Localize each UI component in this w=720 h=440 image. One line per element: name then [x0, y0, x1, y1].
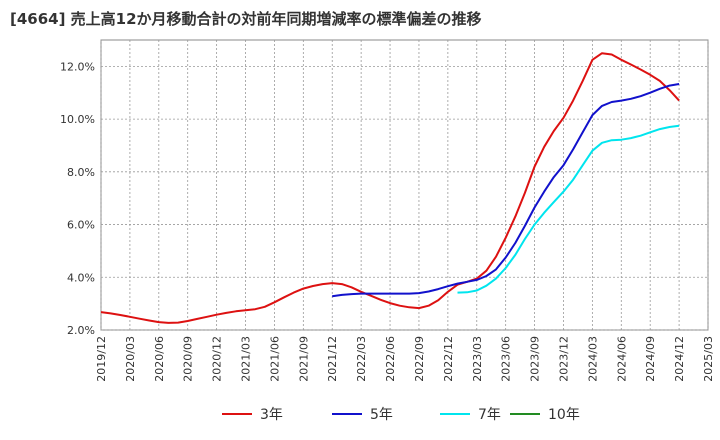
x-tick-label: 2024/09 [644, 336, 657, 382]
x-tick-label: 2021/03 [240, 336, 253, 382]
legend-label: 10年 [548, 407, 580, 423]
y-tick-label: 12.0% [60, 60, 95, 73]
x-tick-label: 2020/12 [211, 336, 224, 382]
x-tick-label: 2025/03 [702, 336, 715, 382]
x-tick-label: 2024/12 [673, 336, 686, 382]
y-tick-label: 2.0% [67, 324, 95, 337]
legend-item: 3年 [222, 404, 283, 424]
x-tick-label: 2023/12 [557, 336, 570, 382]
x-tick-label: 2022/12 [442, 336, 455, 382]
series-line-5年 [332, 83, 680, 298]
x-tick-label: 2024/06 [615, 336, 628, 382]
x-tick-label: 2023/09 [529, 336, 542, 382]
legend-item: 5年 [332, 404, 393, 424]
legend-swatch [440, 413, 470, 415]
plot-area [100, 39, 709, 331]
x-tick-label: 2021/09 [297, 336, 310, 382]
legend-item: 7年 [440, 404, 501, 424]
legend-label: 3年 [260, 407, 283, 423]
y-tick-label: 4.0% [67, 271, 95, 284]
x-tick-label: 2024/03 [586, 336, 599, 382]
x-tick-label: 2020/03 [124, 336, 137, 382]
legend-label: 5年 [370, 407, 393, 423]
legend-swatch [510, 413, 540, 415]
legend-swatch [332, 413, 362, 415]
x-tick-label: 2020/06 [153, 336, 166, 382]
x-tick-label: 2023/03 [471, 336, 484, 382]
series-line-3年 [100, 52, 680, 324]
x-tick-label: 2019/12 [95, 336, 108, 382]
chart-title: [4664] 売上高12か月移動合計の対前年同期増減率の標準偏差の推移 [10, 10, 482, 28]
x-tick-label: 2020/09 [182, 336, 195, 382]
legend: 3年 5年 7年 10年 [0, 400, 720, 430]
x-tick-label: 2022/03 [355, 336, 368, 382]
legend-swatch [222, 413, 252, 415]
y-tick-label: 6.0% [67, 219, 95, 232]
x-tick-label: 2023/06 [500, 336, 513, 382]
legend-label: 7年 [478, 407, 501, 423]
y-tick-label: 10.0% [60, 113, 95, 126]
y-tick-label: 8.0% [67, 166, 95, 179]
x-tick-label: 2021/06 [268, 336, 281, 382]
series-line-7年 [457, 124, 680, 294]
legend-item: 10年 [510, 404, 580, 424]
x-tick-label: 2022/09 [413, 336, 426, 382]
x-tick-label: 2022/06 [384, 336, 397, 382]
x-tick-label: 2021/12 [326, 336, 339, 382]
